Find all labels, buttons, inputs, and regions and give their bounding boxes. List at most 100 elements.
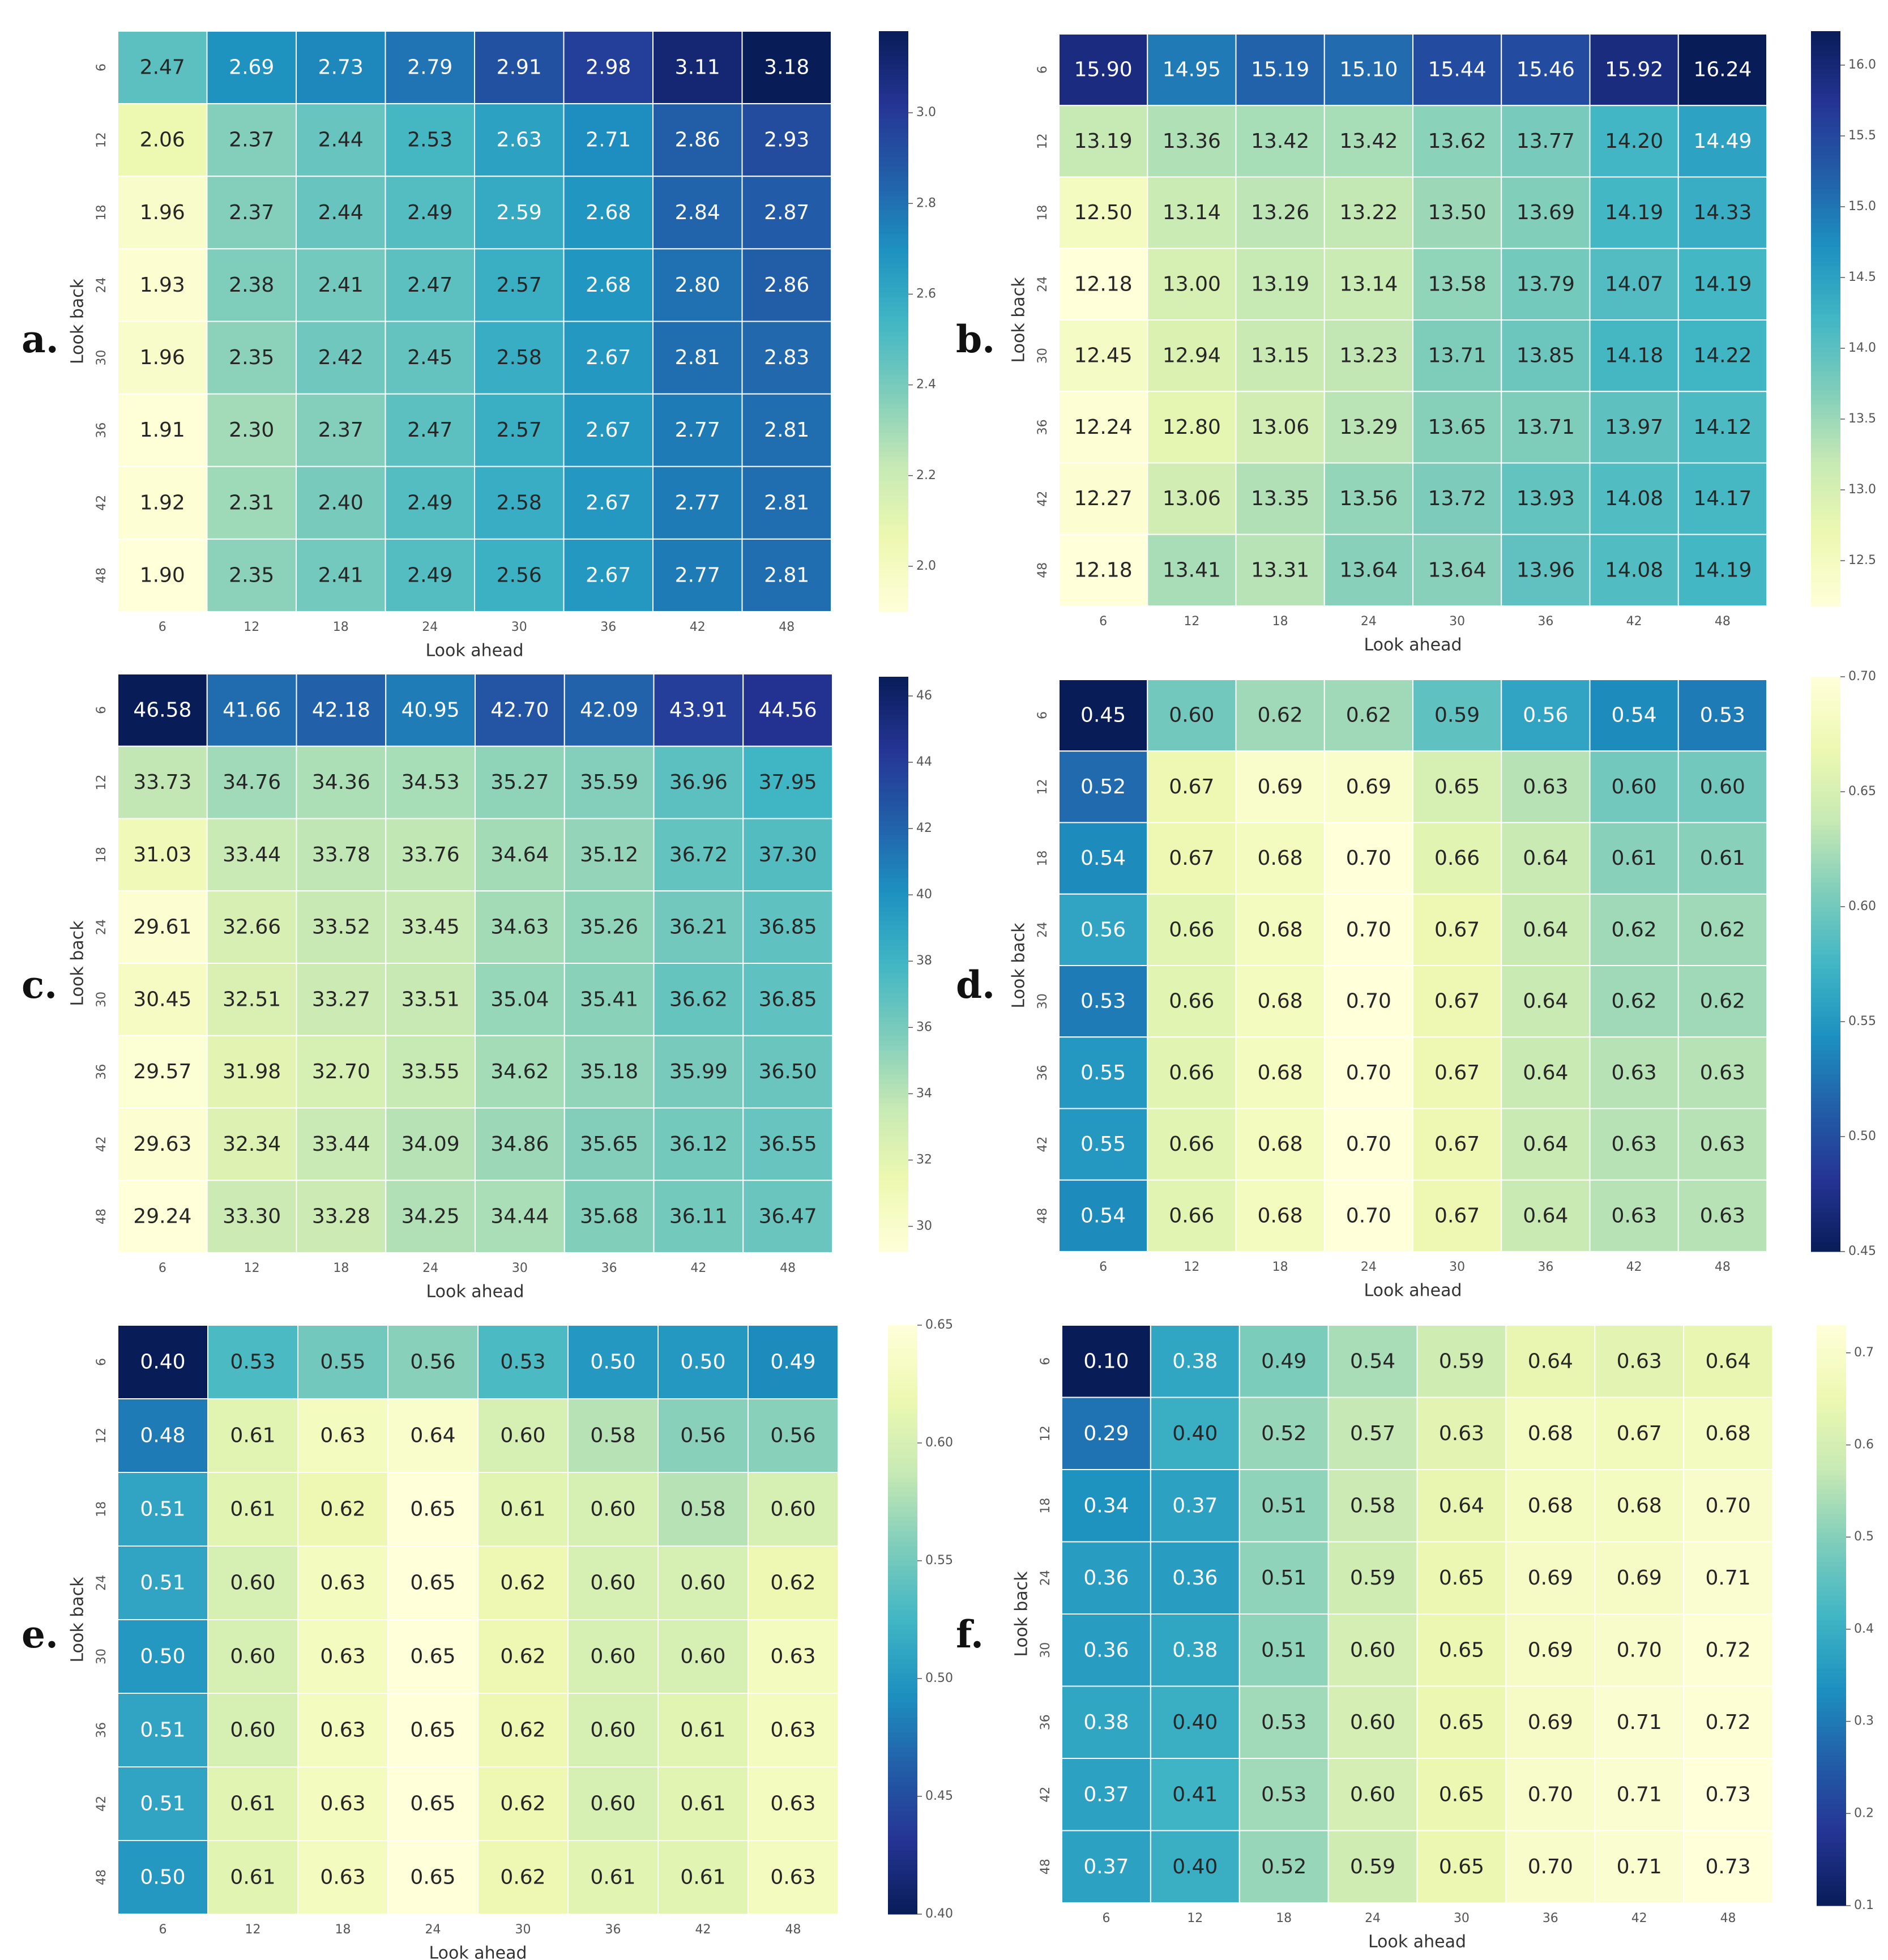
heatmap-panel-d: 0.45 0.60 0.62 0.62 0.59 0.56 0.54 0.530.52 0.67… [956,669,1876,1301]
colorbar-tick-label: 0.45 [1848,1244,1876,1258]
heatmap-cell [1327,1469,1418,1543]
colorbar-segment [1811,677,1840,682]
colorbar-segment [879,705,908,711]
cell-value-label: 0.62 [1700,990,1745,1013]
heatmap-cell [1235,893,1325,966]
colorbar-segment [879,1227,908,1233]
cell-value-label: 36.62 [669,988,728,1011]
colorbar-segment [1817,1441,1846,1447]
colorbar-segment [1811,763,1840,768]
colorbar-segment [1811,108,1840,113]
cell-value-label: 13.50 [1428,201,1487,224]
colorbar-segment [879,157,908,163]
colorbar-segment [879,724,908,730]
heatmap-cell [206,1035,297,1109]
colorbar-segment [879,273,908,279]
colorbar-segment [888,1816,917,1821]
colorbar-tick-label: 0.65 [925,1318,953,1332]
colorbar-segment [1817,1794,1846,1800]
cell-value-label: 3.11 [675,56,720,79]
y-tick-label: 36 [95,1722,109,1738]
heatmap-cell [1061,1830,1151,1903]
cell-value-label: 13.71 [1428,344,1487,368]
heatmap-cell [1058,462,1148,535]
x-tick-label: 18 [333,620,349,634]
colorbar-segment [1817,1678,1846,1684]
colorbar-segment [879,988,908,993]
colorbar-segment [1811,1074,1840,1080]
cell-value-label: 0.56 [410,1351,455,1374]
colorbar-segment [879,1151,908,1156]
heatmap-cell [117,1180,208,1253]
colorbar-segment [879,568,908,574]
heatmap-cell [1501,1179,1591,1252]
cell-value-label: 2.44 [318,129,364,152]
heatmap-cell [296,321,386,395]
cell-value-label: 2.49 [407,201,452,224]
cell-value-label: 12.45 [1074,344,1133,368]
colorbar-segment [1817,1693,1846,1698]
colorbar-segment [1811,419,1840,425]
heatmap-cell [563,103,653,177]
colorbar-segment [1811,524,1840,530]
cell-value-label: 14.19 [1693,272,1752,296]
colorbar-segment [1817,1731,1846,1737]
colorbar-segment [1811,954,1840,960]
colorbar-segment [1811,1045,1840,1051]
cell-value-label: 0.59 [1350,1566,1395,1590]
colorbar-segment [1811,873,1840,878]
colorbar-segment [879,983,908,989]
colorbar-segment [1811,180,1840,185]
heatmap-cell [1594,1541,1685,1615]
cell-value-label: 0.63 [1612,1133,1657,1156]
cell-value-label: 13.64 [1339,558,1398,582]
cell-value-label: 0.61 [230,1792,275,1816]
colorbar-segment [888,1330,917,1335]
colorbar-segment [1817,1886,1846,1891]
colorbar-tick-label: 42 [916,821,932,835]
colorbar-segment [1817,1833,1846,1839]
cell-value-label: 0.65 [410,1866,455,1889]
colorbar-segment [1811,705,1840,711]
colorbar-segment [1811,820,1840,826]
colorbar-segment [888,1414,917,1419]
colorbar-segment [1811,1184,1840,1190]
colorbar-tick-label: 34 [916,1086,932,1100]
x-tick-label: 24 [1365,1911,1381,1925]
heatmap-cell [297,1472,388,1547]
heatmap-cell [1501,1036,1591,1109]
colorbar-segment [1817,1417,1846,1423]
cell-value-label: 0.52 [1261,1855,1306,1878]
heatmap-cell [1323,750,1413,823]
cell-value-label: 2.67 [586,491,631,514]
colorbar-segment [879,123,908,129]
colorbar-segment [1811,529,1840,535]
y-axis-label: Look back [68,1577,88,1663]
x-axis-label: Look ahead [1368,1932,1466,1952]
colorbar-segment [1811,318,1840,324]
colorbar-segment [1811,261,1840,267]
cell-value-label: 30.45 [133,988,191,1011]
x-tick-label: 24 [1361,614,1377,629]
colorbar-segment [888,1541,917,1547]
x-tick-label: 30 [511,620,527,634]
colorbar-segment [1817,1393,1846,1398]
colorbar-segment [888,1467,917,1473]
colorbar-segment [879,60,908,66]
cell-value-label: 37.30 [759,843,817,866]
colorbar-segment [879,133,908,138]
colorbar-segment [879,1026,908,1032]
colorbar-tick-label: 2.8 [916,196,936,210]
colorbar-segment [1811,772,1840,778]
colorbar-segment [888,1830,917,1836]
cell-value-label: 12.50 [1074,201,1133,224]
colorbar-segment [888,1727,917,1733]
colorbar-tick-label: 0.1 [1854,1898,1874,1912]
x-tick-label: 6 [1099,614,1107,629]
colorbar-segment [1811,930,1840,936]
colorbar-segment [888,1703,917,1709]
colorbar-segment [1811,935,1840,941]
colorbar-segment [879,1065,908,1070]
heatmap-cell [1058,1108,1148,1181]
colorbar-segment [888,1453,917,1458]
